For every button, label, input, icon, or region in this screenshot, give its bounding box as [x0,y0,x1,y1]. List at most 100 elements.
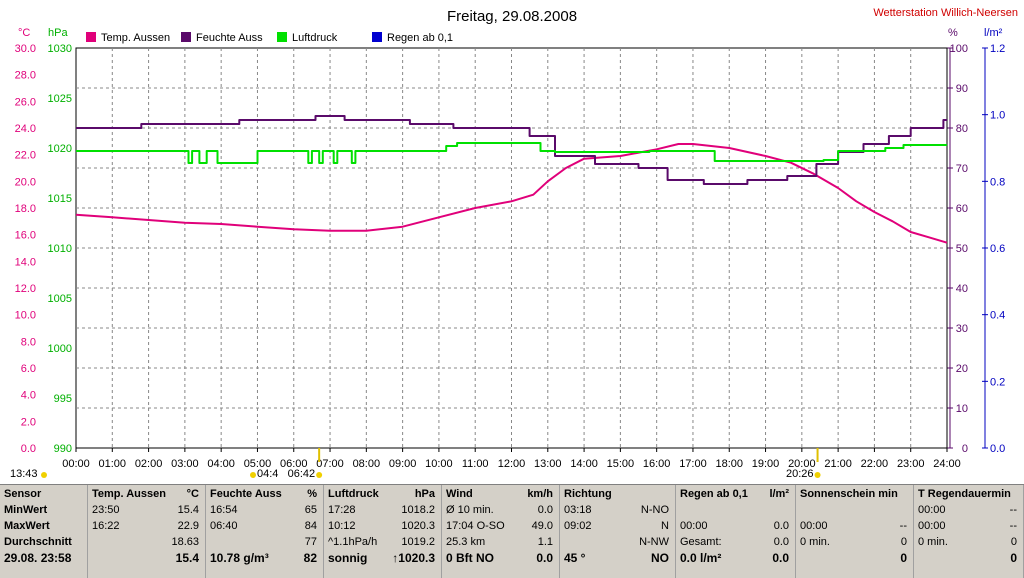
stats-column: Regen ab 0,1 l/m² 00:00 0.0 Gesamt: 0.0 0.0 l/… [676,485,796,578]
column-header: Richtung [564,487,669,502]
cell-label: Ø 10 min. [446,504,494,516]
cell-value: 1.1 [537,536,553,548]
stats-row: ^1.1hPa/h 1019.2 [328,535,435,550]
cell-value: 0.0 [537,504,553,516]
x-tick-label: 09:00 [389,458,417,470]
pressure-axis-unit: hPa [48,27,68,39]
humidity-axis-unit: % [948,27,958,39]
cell-label: Sensor [4,488,42,500]
stats-row: 00:00 -- [800,519,907,534]
legend-label: Regen ab 0,1 [387,32,453,44]
cell-label: 29.08. 23:58 [4,551,72,565]
column-header: Wind km/h [446,487,553,502]
x-tick-label: 19:00 [752,458,780,470]
cell-value: -- [1009,520,1017,532]
chart-legend: Temp. Aussen Feuchte Auss Luftdruck Regen a… [86,32,453,44]
legend-swatch [181,32,191,42]
cell-label: Feuchte Auss [210,488,282,500]
cell-label: 00:00 [918,504,946,516]
cell-value: 0 [1010,551,1017,565]
cell-label: 09:02 [564,520,592,532]
column-header: Regen ab 0,1 l/m² [680,487,789,502]
pressure-tick-label: 1005 [48,293,72,305]
temp-tick-label: 0.0 [21,443,36,455]
pressure-tick-label: 1015 [48,193,72,205]
stats-row: 09:02 N [564,519,669,534]
x-tick-label: 02:00 [135,458,163,470]
stats-row: 15.4 [92,551,199,566]
x-tick-label: 20:00 [788,458,816,470]
temp-tick-label: 12.0 [15,283,36,295]
chart-axes: 00:00 01:00 02:00 03:00 04:00 05:00 06:00 07:00… [15,27,1006,470]
temp-tick-label: 6.0 [21,363,36,375]
stats-row: 25.3 km 1.1 [446,535,553,550]
stats-column: Wind km/h Ø 10 min. 0.0 17:04 O-SO 49.0 25.3 k… [442,485,560,578]
stats-column: Sonnenschein min 00:00 -- 0 min. 0 0 [796,485,914,578]
stats-row: Durchschnitt [4,535,81,550]
chart-title: Freitag, 29.08.2008 [447,8,577,25]
rain-tick-label: 0.4 [990,310,1005,322]
temp-tick-label: 26.0 [15,96,36,108]
stats-row: sonnig ↑1020.3 [328,551,435,566]
stats-column: Sensor MinWert MaxWert Durchschnitt 29.08. 2… [0,485,88,578]
humidity-tick-label: 70 [956,163,968,175]
sunset-label: 20:26 [786,468,814,480]
stats-row: 29.08. 23:58 [4,551,81,566]
stats-row: 00:00 0.0 [680,519,789,534]
humidity-tick-label: 0 [962,443,968,455]
x-tick-label: 12:00 [498,458,526,470]
stats-column: Temp. Aussen °C 23:50 15.4 16:22 22.9 18.63 15.… [88,485,206,578]
cell-value: l/m² [769,488,789,500]
cell-value: 0.0 [773,520,789,532]
cell-label: 10:12 [328,520,356,532]
stats-row: 0 Bft NO 0.0 [446,551,553,566]
column-header: Luftdruck hPa [328,487,435,502]
column-header: Temp. Aussen °C [92,487,199,502]
x-tick-label: 08:00 [353,458,381,470]
stats-row: 77 [210,535,317,550]
legend-swatch [86,32,96,42]
x-tick-label: 04:00 [207,458,235,470]
cell-label: 17:28 [328,504,356,516]
cell-label: Sonnenschein min [800,488,898,500]
temp-tick-label: 18.0 [15,203,36,215]
temp-tick-label: 28.0 [15,70,36,82]
stats-row: 0 min. 0 [918,535,1017,550]
stats-row: 0.0 l/m² 0.0 [680,551,789,566]
cell-value: 49.0 [531,520,553,532]
cell-label: ^1.1hPa/h [328,536,378,548]
cell-value: 82 [303,551,317,565]
temp-tick-label: 4.0 [21,390,36,402]
cell-label: Gesamt: [680,536,722,548]
humidity-tick-label: 20 [956,363,968,375]
cell-label: 45 ° [564,551,586,565]
cell-value: 18.63 [171,536,199,548]
humidity-tick-label: 30 [956,323,968,335]
cell-label: Durchschnitt [4,536,72,548]
stats-column: Richtung 03:18 N-NO 09:02 N N-NW 45 ° NO [560,485,676,578]
legend-swatch [277,32,287,42]
station-name: Wetterstation Willich-Neersen [873,7,1018,19]
cell-value: % [307,488,317,500]
series-line [76,142,947,164]
cell-label: 0.0 l/m² [680,551,722,565]
extra-sun-icon [250,472,256,478]
pressure-tick-label: 995 [54,393,72,405]
x-tick-label: 05:00 [244,458,272,470]
rain-tick-label: 0.0 [990,443,1005,455]
cell-value: 0 [1010,536,1017,548]
stats-row: 17:28 1018.2 [328,503,435,518]
cell-value: ↑1020.3 [392,551,435,565]
cell-label: Temp. Aussen [92,488,166,500]
column-header: Feuchte Auss% [210,487,317,502]
rain-tick-label: 0.8 [990,176,1005,188]
cell-label: 0 min. [800,536,830,548]
temp-tick-label: 2.0 [21,416,36,428]
sun-markers: 13:43 04:4 06:42 20:26 [10,448,821,480]
cell-label: MaxWert [4,520,50,532]
stats-row: 0 [800,551,907,566]
cell-value: 22.9 [177,520,199,532]
legend-label: Feuchte Auss [196,32,263,44]
humidity-tick-label: 60 [956,203,968,215]
x-tick-label: 24:00 [933,458,961,470]
